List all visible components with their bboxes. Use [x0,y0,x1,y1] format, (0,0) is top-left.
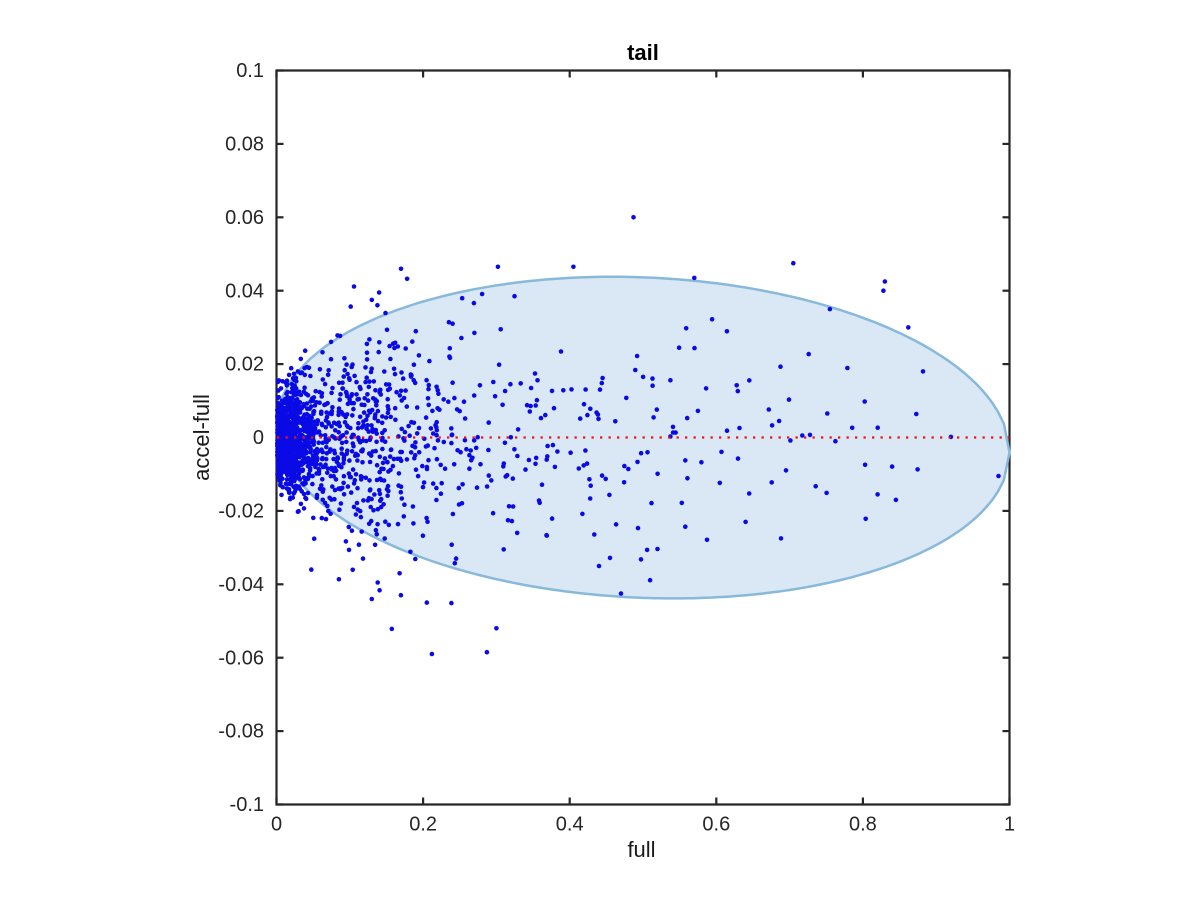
svg-text:-0.08: -0.08 [218,721,264,743]
svg-text:0.06: 0.06 [225,207,264,229]
svg-text:-0.1: -0.1 [230,794,264,816]
svg-text:0.4: 0.4 [556,814,584,836]
svg-text:0.6: 0.6 [702,814,730,836]
svg-text:0.04: 0.04 [225,280,264,302]
svg-text:tail: tail [627,40,659,65]
svg-text:accel-full: accel-full [189,394,214,481]
svg-text:0.08: 0.08 [225,134,264,156]
svg-text:0.02: 0.02 [225,354,264,376]
svg-text:0.8: 0.8 [849,814,877,836]
svg-text:-0.04: -0.04 [218,574,264,596]
svg-text:0.2: 0.2 [409,814,437,836]
svg-text:0.1: 0.1 [236,60,264,82]
svg-text:0: 0 [253,427,264,449]
svg-text:1: 1 [1004,814,1015,836]
svg-text:full: full [627,837,655,862]
svg-text:0: 0 [271,814,282,836]
svg-text:-0.02: -0.02 [218,501,264,523]
svg-text:-0.06: -0.06 [218,647,264,669]
